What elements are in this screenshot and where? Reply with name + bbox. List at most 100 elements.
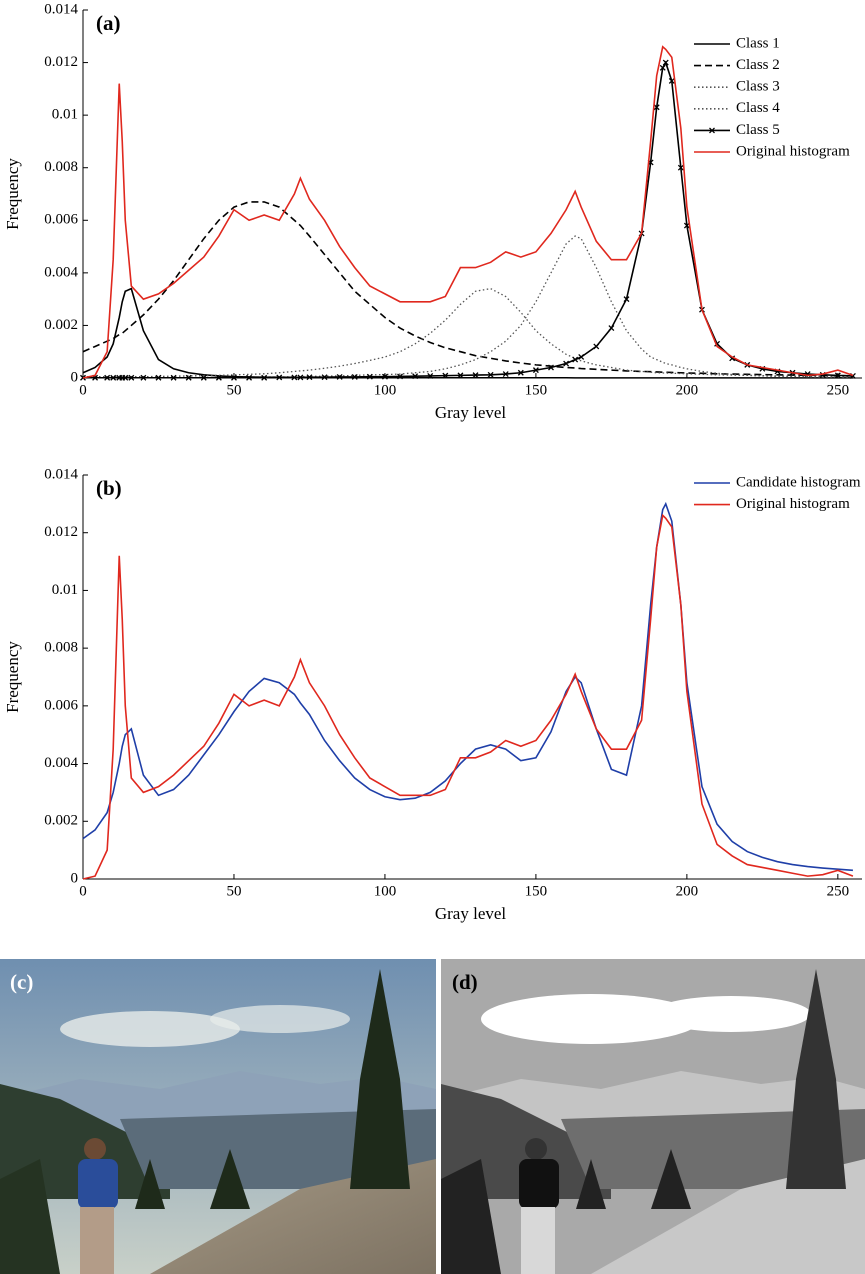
point-marker: [563, 360, 570, 367]
x-tick-label: 50: [226, 883, 241, 899]
y-tick-label: 0.004: [44, 755, 78, 771]
y-tick-label: 0.002: [44, 813, 78, 829]
point-marker: [155, 374, 162, 381]
x-tick-label: 0: [79, 883, 87, 899]
x-tick-label: 150: [525, 883, 548, 899]
slope: [0, 1084, 170, 1199]
x-tick-label: 100: [374, 883, 397, 899]
point-marker: [457, 372, 464, 379]
y-tick-label: 0.008: [44, 159, 78, 175]
point-marker: [472, 372, 479, 379]
y-axis-label: Frequency: [3, 158, 22, 230]
y-tick-label: 0.01: [52, 582, 78, 598]
point-marker: [397, 373, 403, 380]
trees: [0, 1159, 60, 1274]
series-line: [83, 235, 853, 379]
point-marker: [351, 373, 358, 380]
point-marker: [321, 374, 328, 381]
y-tick-label: 0.014: [44, 466, 78, 482]
tree: [651, 1149, 691, 1209]
point-marker: [532, 367, 539, 374]
legend-label: Class 4: [736, 100, 780, 116]
trees: [441, 1159, 501, 1274]
x-tick-label: 50: [226, 382, 241, 398]
series-line: [82, 513, 854, 880]
x-tick-label: 200: [676, 382, 699, 398]
series-line: [82, 45, 854, 379]
x-tick-label: 100: [374, 382, 397, 398]
point-marker: [215, 374, 222, 381]
y-tick-label: 0.014: [44, 1, 78, 17]
point-marker: [276, 374, 283, 381]
cloud: [60, 1011, 240, 1047]
point-marker: [306, 374, 313, 381]
point-marker: [677, 164, 684, 171]
x-tick-label: 200: [676, 883, 699, 899]
point-marker: [487, 371, 494, 378]
legend-label: Class 3: [736, 79, 780, 95]
legend-label: Original histogram: [736, 496, 850, 512]
x-tick-label: 250: [827, 883, 850, 899]
legend-label: Candidate histogram: [736, 474, 861, 490]
series-line: [82, 201, 853, 377]
tree: [350, 969, 410, 1189]
y-tick-label: 0.012: [44, 54, 78, 70]
y-tick-label: 0: [71, 369, 79, 385]
backpack: [78, 1159, 118, 1209]
point-marker: [662, 59, 669, 66]
point-marker: [427, 372, 434, 379]
cloud: [481, 994, 701, 1044]
legend-label: Class 2: [736, 57, 780, 73]
legend-label: Original histogram: [736, 143, 850, 159]
series-line: [82, 501, 854, 872]
legend-label: Class 5: [736, 122, 780, 138]
tree: [576, 1159, 606, 1209]
person-head: [84, 1138, 106, 1160]
series-line: [83, 287, 853, 378]
x-tick-label: 150: [525, 382, 548, 398]
panel-label: (c): [10, 970, 33, 994]
point-marker: [246, 374, 253, 381]
point-marker: [231, 374, 237, 381]
point-marker: [502, 371, 509, 378]
y-tick-label: 0.006: [44, 697, 78, 713]
point-marker: [170, 374, 177, 381]
x-axis-label: Gray level: [435, 904, 507, 923]
point-marker: [834, 372, 841, 379]
point-marker: [517, 369, 524, 376]
legend-label: Class 1: [736, 35, 780, 51]
panel-label: (b): [96, 476, 122, 500]
backpack: [519, 1159, 559, 1209]
y-tick-label: 0.004: [44, 264, 78, 280]
point-marker: [104, 374, 111, 381]
point-marker: [128, 374, 135, 381]
chart: 0 0.002 0.004 0.006 0.008 0.01 0.012 0.014 0 50 10…: [3, 466, 862, 923]
point-marker: [140, 374, 147, 381]
photo-c: (c): [0, 959, 436, 1274]
tree: [135, 1159, 165, 1209]
point-marker: [572, 356, 579, 363]
point-marker: [297, 374, 304, 381]
slope: [441, 1084, 611, 1199]
point-marker: [381, 373, 388, 380]
chart: 0 0.002 0.004 0.006 0.008 0.01 0.012 0.014 0 50 10…: [3, 1, 862, 422]
y-axis-label: Frequency: [3, 641, 22, 713]
tree: [786, 969, 846, 1189]
tree: [210, 1149, 250, 1209]
point-marker: [608, 325, 615, 332]
point-marker: [336, 373, 343, 380]
person-legs: [521, 1207, 555, 1274]
y-tick-label: 0: [71, 870, 79, 886]
point-marker: [548, 364, 554, 371]
person-head: [525, 1138, 547, 1160]
point-marker: [659, 64, 666, 71]
point-marker: [110, 374, 117, 381]
point-marker: [668, 78, 675, 84]
point-marker: [261, 374, 268, 381]
x-axis-label: Gray level: [435, 403, 507, 422]
point-marker: [412, 373, 419, 380]
person-legs: [80, 1207, 114, 1274]
cloud: [651, 996, 811, 1032]
